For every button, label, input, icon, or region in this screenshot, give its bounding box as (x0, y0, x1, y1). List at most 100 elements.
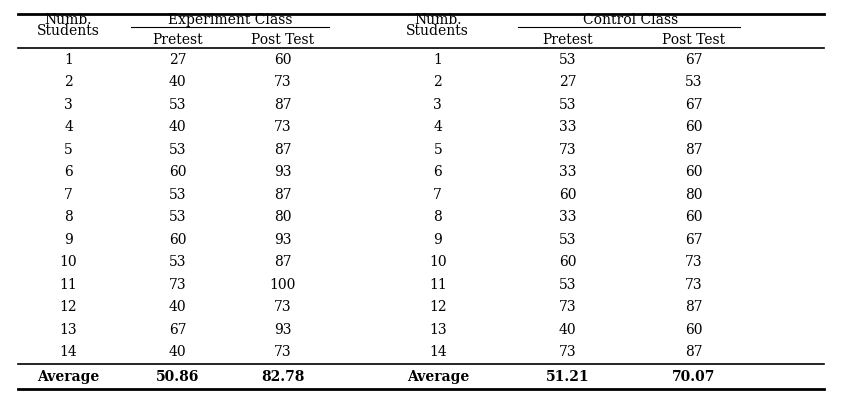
Text: 40: 40 (168, 75, 186, 89)
Text: 3: 3 (64, 98, 73, 112)
Text: Average: Average (407, 370, 469, 384)
Text: 7: 7 (64, 187, 73, 201)
Text: 80: 80 (274, 210, 291, 224)
Text: 14: 14 (60, 345, 77, 359)
Text: 73: 73 (274, 345, 291, 359)
Text: Control Class: Control Class (584, 13, 679, 27)
Text: 33: 33 (559, 165, 577, 179)
Text: 67: 67 (685, 233, 702, 247)
Text: 60: 60 (685, 210, 702, 224)
Text: 9: 9 (64, 233, 73, 247)
Text: Post Test: Post Test (251, 33, 314, 47)
Text: 67: 67 (168, 323, 186, 337)
Text: Pretest: Pretest (152, 33, 203, 47)
Text: 60: 60 (559, 187, 577, 201)
Text: 67: 67 (685, 53, 702, 67)
Text: Pretest: Pretest (542, 33, 593, 47)
Text: 67: 67 (685, 98, 702, 112)
Text: 50.86: 50.86 (156, 370, 200, 384)
Text: 53: 53 (559, 53, 577, 67)
Text: Numb.: Numb. (414, 13, 461, 27)
Text: 33: 33 (559, 210, 577, 224)
Text: 40: 40 (168, 300, 186, 314)
Text: 8: 8 (64, 210, 73, 224)
Text: 53: 53 (559, 278, 577, 292)
Text: Students: Students (37, 24, 100, 38)
Text: Experiment Class: Experiment Class (168, 13, 292, 27)
Text: 12: 12 (60, 300, 77, 314)
Text: 9: 9 (434, 233, 442, 247)
Text: 80: 80 (685, 187, 702, 201)
Text: 10: 10 (429, 255, 446, 269)
Text: 60: 60 (169, 165, 186, 179)
Text: 60: 60 (559, 255, 577, 269)
Text: 87: 87 (685, 300, 702, 314)
Text: 40: 40 (168, 345, 186, 359)
Text: 53: 53 (169, 255, 186, 269)
Text: 12: 12 (429, 300, 446, 314)
Text: 40: 40 (168, 120, 186, 134)
Text: 53: 53 (169, 98, 186, 112)
Text: 1: 1 (434, 53, 442, 67)
Text: 73: 73 (168, 278, 186, 292)
Text: 53: 53 (169, 143, 186, 157)
Text: 14: 14 (429, 345, 446, 359)
Text: 87: 87 (274, 143, 291, 157)
Text: 73: 73 (685, 278, 702, 292)
Text: 13: 13 (429, 323, 446, 337)
Text: 73: 73 (274, 300, 291, 314)
Text: 73: 73 (559, 143, 577, 157)
Text: 8: 8 (434, 210, 442, 224)
Text: 11: 11 (429, 278, 446, 292)
Text: 2: 2 (434, 75, 442, 89)
Text: Average: Average (37, 370, 99, 384)
Text: 73: 73 (274, 120, 291, 134)
Text: 93: 93 (274, 323, 291, 337)
Text: 10: 10 (60, 255, 77, 269)
Text: 60: 60 (274, 53, 291, 67)
Text: 5: 5 (64, 143, 73, 157)
Text: 70.07: 70.07 (672, 370, 716, 384)
Text: 53: 53 (685, 75, 702, 89)
Text: Post Test: Post Test (662, 33, 725, 47)
Text: 40: 40 (559, 323, 577, 337)
Text: 3: 3 (434, 98, 442, 112)
Text: 6: 6 (434, 165, 442, 179)
Text: 87: 87 (685, 143, 702, 157)
Text: 5: 5 (434, 143, 442, 157)
Text: 87: 87 (274, 255, 291, 269)
Text: 6: 6 (64, 165, 73, 179)
Text: 4: 4 (434, 120, 442, 134)
Text: 60: 60 (169, 233, 186, 247)
Text: 82.78: 82.78 (261, 370, 304, 384)
Text: 87: 87 (685, 345, 702, 359)
Text: Students: Students (407, 24, 469, 38)
Text: 27: 27 (168, 53, 186, 67)
Text: 53: 53 (169, 187, 186, 201)
Text: 33: 33 (559, 120, 577, 134)
Text: 53: 53 (559, 233, 577, 247)
Text: 2: 2 (64, 75, 73, 89)
Text: 73: 73 (685, 255, 702, 269)
Text: 60: 60 (685, 323, 702, 337)
Text: 73: 73 (274, 75, 291, 89)
Text: 53: 53 (169, 210, 186, 224)
Text: 11: 11 (60, 278, 77, 292)
Text: 60: 60 (685, 165, 702, 179)
Text: 27: 27 (559, 75, 577, 89)
Text: Numb.: Numb. (45, 13, 93, 27)
Text: 93: 93 (274, 165, 291, 179)
Text: 53: 53 (559, 98, 577, 112)
Text: 100: 100 (269, 278, 296, 292)
Text: 51.21: 51.21 (546, 370, 589, 384)
Text: 1: 1 (64, 53, 73, 67)
Text: 73: 73 (559, 345, 577, 359)
Text: 87: 87 (274, 98, 291, 112)
Text: 73: 73 (559, 300, 577, 314)
Text: 60: 60 (685, 120, 702, 134)
Text: 93: 93 (274, 233, 291, 247)
Text: 87: 87 (274, 187, 291, 201)
Text: 7: 7 (434, 187, 442, 201)
Text: 13: 13 (60, 323, 77, 337)
Text: 4: 4 (64, 120, 73, 134)
